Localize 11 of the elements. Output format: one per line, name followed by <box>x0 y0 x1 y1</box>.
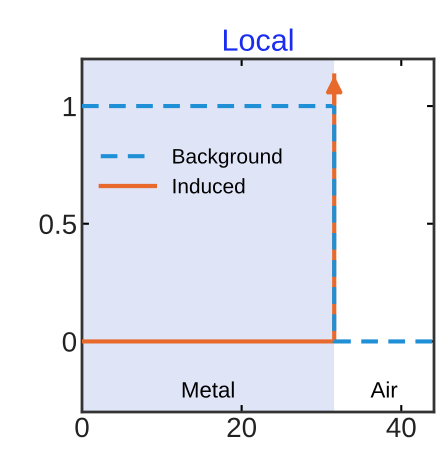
legend-label: Background <box>173 148 282 168</box>
y-tick-label: 1 <box>64 97 76 116</box>
y-tick-label: 0.5 <box>40 214 76 234</box>
x-tick-label: 40 <box>386 418 416 438</box>
x-tick-label: 0 <box>75 418 89 438</box>
band-label: Metal <box>182 381 234 398</box>
band-label: Air <box>370 381 398 398</box>
chart-title: Local <box>224 28 292 51</box>
y-tick-label: 0 <box>62 332 76 352</box>
x-tick-label: 20 <box>228 418 256 438</box>
legend-label: Induced <box>174 178 244 194</box>
